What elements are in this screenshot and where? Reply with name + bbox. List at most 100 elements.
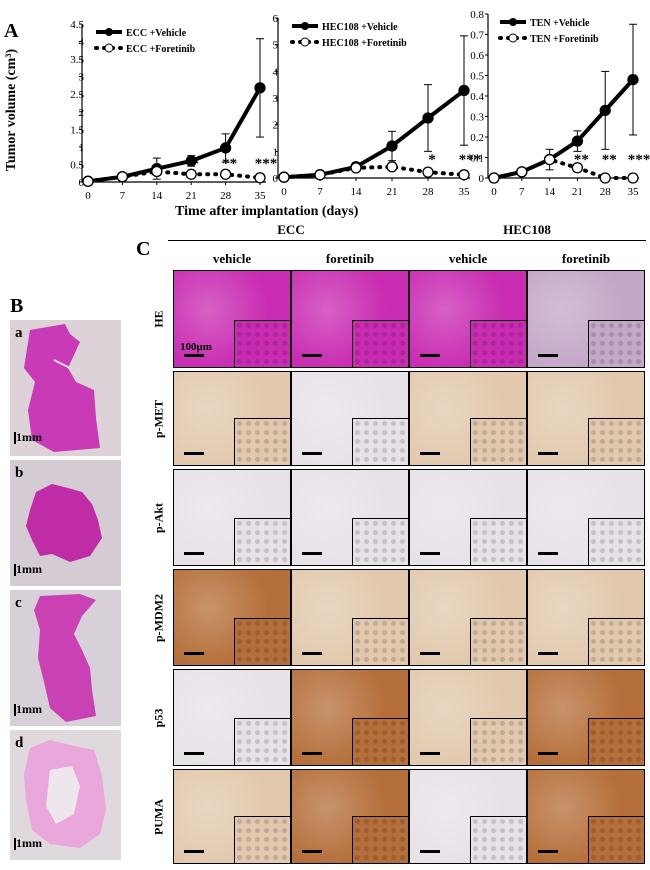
panel-a-label: A — [4, 20, 19, 42]
ihc-tile — [291, 769, 409, 864]
legend-marker-vehicle — [105, 28, 113, 36]
x-tick-label: 35 — [255, 190, 267, 202]
section-label: d — [15, 735, 24, 751]
y-tick-label: 4.5 — [70, 19, 84, 31]
significance-mark: *** — [628, 152, 650, 168]
ihc-tile — [291, 669, 409, 766]
x-tick-label: 28 — [220, 190, 232, 202]
x-tick-label: 0 — [491, 186, 497, 198]
data-point-foretinib — [516, 166, 528, 178]
scale-bar — [538, 452, 558, 455]
magnified-inset — [234, 718, 290, 765]
legend-label: HEC108 +Vehicle — [322, 22, 398, 33]
x-tick-label: 35 — [628, 186, 640, 198]
data-point-foretinib — [82, 175, 94, 187]
scale-bar — [538, 552, 558, 555]
x-tick-label: 14 — [351, 186, 363, 198]
scale-bar — [184, 552, 204, 555]
scale-bar — [302, 752, 322, 755]
data-point-vehicle — [219, 142, 232, 154]
data-point-foretinib — [278, 171, 290, 183]
legend-label: ECC +Vehicle — [126, 28, 187, 39]
data-point-vehicle — [599, 104, 611, 116]
data-point-foretinib — [185, 168, 197, 180]
ihc-tile — [409, 769, 527, 864]
magnified-inset — [352, 418, 408, 465]
ihc-tile: 100μm — [173, 270, 291, 368]
tissue-section-d — [24, 740, 106, 848]
row-label: HE — [151, 310, 166, 328]
magnified-inset — [234, 320, 290, 367]
chart-ten: 00.10.20.30.40.50.60.70.80 7 14 21 28 35** ** *… — [470, 9, 650, 198]
ihc-tile — [409, 371, 527, 466]
y-tick-label: 0.6 — [470, 50, 484, 62]
y-tick-label: 0.3 — [470, 112, 484, 124]
x-tick-label: 0 — [281, 186, 287, 198]
data-point-foretinib — [151, 165, 163, 178]
ihc-tile — [527, 769, 645, 864]
magnified-inset — [234, 816, 290, 863]
section-label: c — [15, 595, 22, 611]
magnified-inset — [352, 518, 408, 565]
data-point-foretinib — [571, 162, 584, 174]
magnified-inset — [470, 618, 526, 665]
scale-bar — [538, 752, 558, 755]
y-tick-label: 2 — [79, 107, 85, 119]
y-tick-label: 0 — [479, 173, 485, 185]
y-tick-label: 4 — [273, 66, 279, 78]
row-label: p-Akt — [151, 502, 166, 533]
legend-marker-vehicle — [301, 22, 309, 30]
section-b: b 1mm — [10, 460, 121, 586]
magnified-inset — [470, 718, 526, 765]
data-point-vehicle — [627, 73, 639, 86]
scale-bar — [420, 354, 440, 357]
magnified-inset — [588, 320, 644, 367]
magnified-inset — [588, 718, 644, 765]
scale-bar — [184, 752, 204, 755]
y-tick-label: 0.5 — [470, 71, 484, 83]
y-tick-label: 0.8 — [470, 9, 484, 21]
magnified-inset — [234, 518, 290, 565]
scale-label: 1mm — [16, 562, 42, 576]
y-tick-label: 3 — [79, 72, 85, 84]
scale-bar — [184, 354, 204, 357]
row-label: p-MET — [151, 399, 166, 438]
x-tick-label: 0 — [85, 190, 91, 202]
y-tick-label: 3 — [273, 93, 279, 105]
x-tick-label: 7 — [317, 186, 323, 198]
magnified-inset — [470, 418, 526, 465]
scale-bar — [538, 850, 558, 853]
row-label: p-MDM2 — [151, 593, 166, 642]
panel-b-label: B — [10, 295, 24, 317]
data-point-foretinib — [314, 169, 326, 181]
section-d: d 1mm — [10, 730, 121, 860]
ihc-tile — [291, 469, 409, 566]
x-tick-label: 28 — [423, 186, 435, 198]
ihc-tile — [527, 371, 645, 466]
significance-mark: ** — [602, 152, 617, 168]
group-hec108: HEC108 — [503, 222, 551, 237]
ihc-tile — [173, 669, 291, 766]
data-point-vehicle — [254, 82, 266, 94]
data-point-foretinib — [219, 168, 232, 180]
magnified-inset — [470, 518, 526, 565]
ihc-tile — [173, 769, 291, 864]
column-header: vehicle — [212, 251, 252, 266]
tissue-section-b — [26, 484, 102, 562]
scale-bar — [184, 850, 204, 853]
scale-bar — [538, 652, 558, 655]
magnified-inset — [234, 418, 290, 465]
scale-bar — [302, 850, 322, 853]
section-label: b — [15, 465, 24, 481]
magnified-inset — [470, 320, 526, 367]
significance-mark: *** — [255, 156, 278, 172]
scale-bar — [420, 652, 440, 655]
x-tick-label: 14 — [544, 186, 556, 198]
legend-marker-foretinib — [508, 33, 518, 43]
y-tick-label: 0.4 — [470, 91, 484, 103]
section-a: a 1mm — [10, 320, 121, 456]
ihc-tile — [409, 569, 527, 666]
magnified-inset — [234, 618, 290, 665]
ihc-tile — [409, 270, 527, 368]
